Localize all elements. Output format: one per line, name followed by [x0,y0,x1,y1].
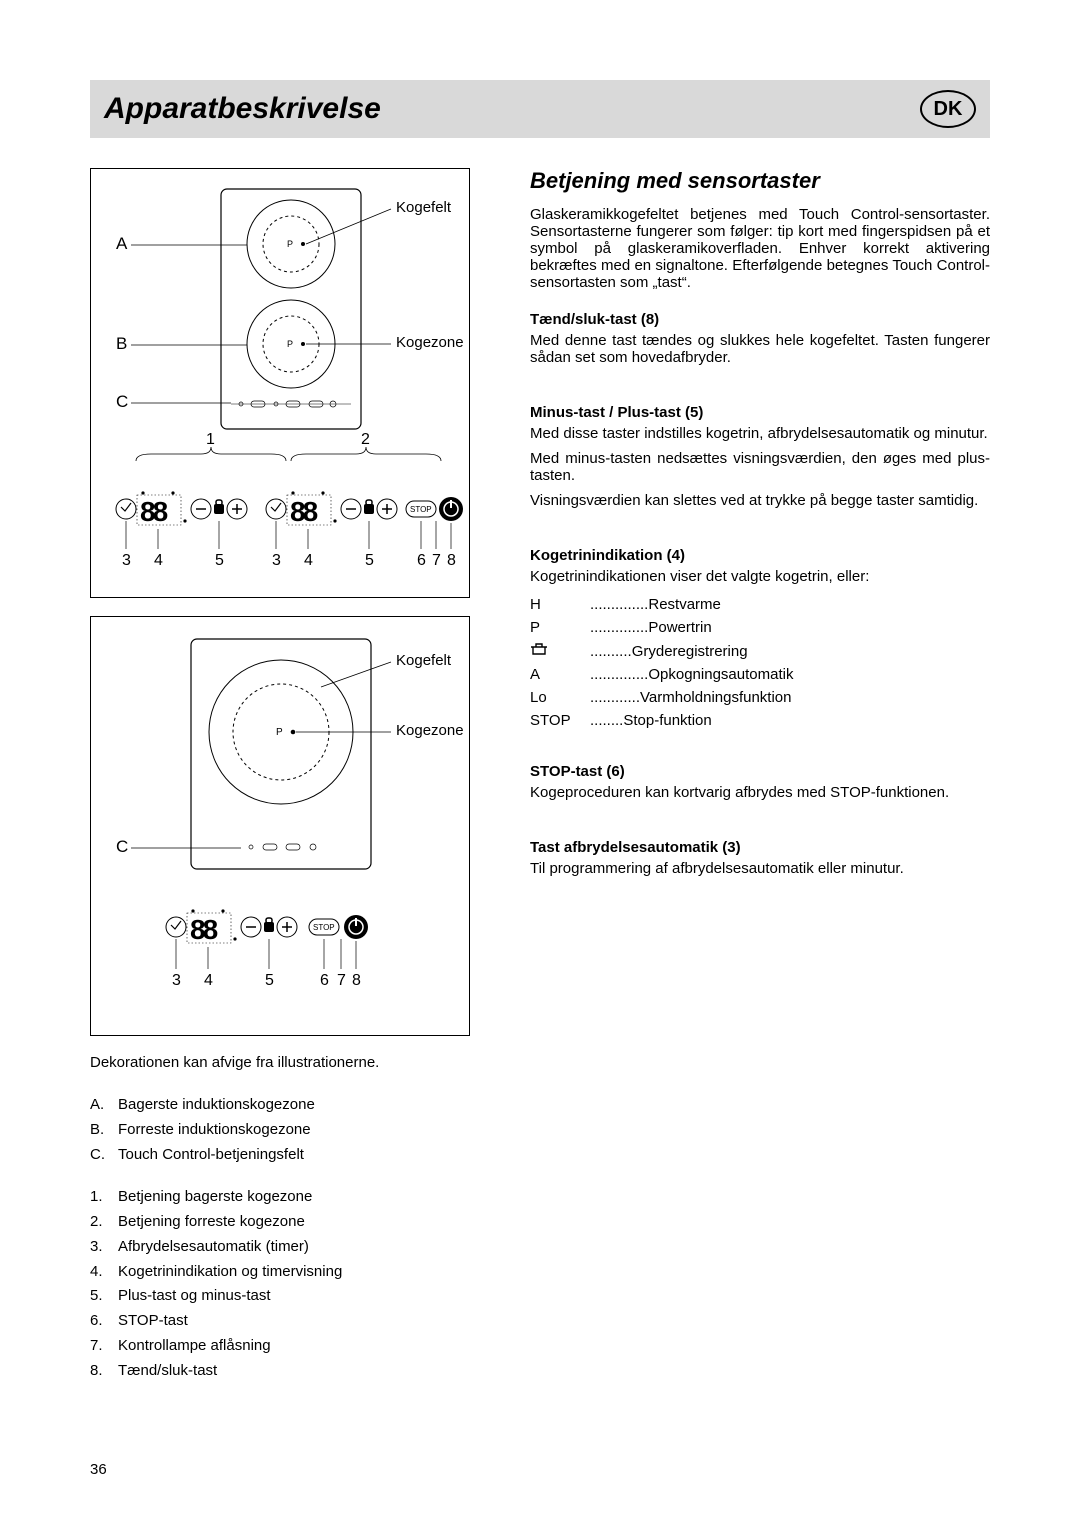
legend-key: 3. [90,1235,118,1260]
legend-key: 1. [90,1185,118,1210]
subsection-text: Kogetrinindikationen viser det valgte ko… [530,568,990,585]
title-bar: Apparatbeskrivelse DK [90,80,990,138]
svg-text:STOP: STOP [313,923,335,932]
legend-label: Kogetrinindikation og timervisning [118,1260,342,1285]
svg-text:2: 2 [361,431,370,448]
svg-text:88: 88 [140,496,168,527]
svg-text:B: B [116,334,127,353]
page-title: Apparatbeskrivelse [104,92,381,126]
legend-key: 2. [90,1210,118,1235]
subsection-text: Med disse taster indstilles kogetrin, af… [530,425,990,442]
legend-label: Betjening bagerste kogezone [118,1185,312,1210]
legend-label: Touch Control-betjeningsfelt [118,1143,304,1168]
svg-text:1: 1 [206,431,215,448]
svg-text:6: 6 [417,552,426,569]
indicator-label: Restvarme [648,593,721,616]
indicator-label: Opkogningsautomatik [648,663,793,686]
right-heading: Betjening med sensortaster [530,168,990,194]
indicator-label: Powertrin [648,616,711,639]
svg-text:6: 6 [320,972,329,989]
legend-label: Afbrydelsesautomatik (timer) [118,1235,309,1260]
indicator-label: Gryderegistrering [632,640,748,663]
svg-text:Kogefelt: Kogefelt [396,199,452,216]
legend-key: B. [90,1118,118,1143]
svg-text:C: C [116,837,128,856]
right-column: Betjening med sensortaster Glaskeramikko… [530,168,990,1383]
subsection-text: Visningsværdien kan slettes ved at trykk… [530,492,990,509]
diagram-2: P C Kogefelt Kogezone [90,616,470,1036]
legend-key: 4. [90,1260,118,1285]
indicator-label: Stop-funktion [623,709,711,732]
indicator-key: Lo [530,686,590,709]
svg-text:7: 7 [337,972,346,989]
p-label: P [287,239,293,249]
subsection-text: Til programmering af afbrydelsesautomati… [530,860,990,877]
svg-text:Kogezone: Kogezone [396,334,464,351]
indicator-key-poticon [530,640,590,663]
indicator-key: H [530,593,590,616]
legend-key: A. [90,1093,118,1118]
svg-text:P: P [287,339,293,349]
subsection-title: Minus-tast / Plus-tast (5) [530,404,990,421]
subsection-text: Kogeproceduren kan kortvarig afbrydes me… [530,784,990,801]
intro-paragraph: Glaskeramikkogefeltet betjenes med Touch… [530,206,990,291]
subsection-title: Tænd/sluk-tast (8) [530,311,990,328]
legend-key: 5. [90,1284,118,1309]
indicator-key: A [530,663,590,686]
legend-label: Plus-tast og minus-tast [118,1284,271,1309]
legend-label: Forreste induktionskogezone [118,1118,311,1143]
svg-text:P: P [276,727,283,738]
diagram-1: P P A B [90,168,470,598]
number-legend: 1.Betjening bagerste kogezone2.Betjening… [90,1185,490,1383]
page-number: 36 [90,1461,107,1478]
diagram-caption: Dekorationen kan afvige fra illustration… [90,1054,490,1071]
svg-text:C: C [116,392,128,411]
legend-label: Tænd/sluk-tast [118,1359,217,1384]
legend-label: Bagerste induktionskogezone [118,1093,315,1118]
label-A: A [116,234,128,253]
indicator-key: P [530,616,590,639]
svg-text:7: 7 [432,552,441,569]
legend-key: C. [90,1143,118,1168]
left-column: P P A B [90,168,490,1383]
svg-text:STOP: STOP [410,505,432,514]
subsection-title: Kogetrinindikation (4) [530,547,990,564]
svg-text:5: 5 [215,552,224,569]
svg-text:3: 3 [122,552,131,569]
legend-key: 7. [90,1334,118,1359]
letter-legend: A.Bagerste induktionskogezoneB.Forreste … [90,1093,490,1167]
svg-text:3: 3 [172,972,181,989]
svg-text:4: 4 [154,552,163,569]
subsection-text: Med denne tast tændes og slukkes hele ko… [530,332,990,366]
svg-text:5: 5 [265,972,274,989]
legend-key: 6. [90,1309,118,1334]
subsection-title: STOP-tast (6) [530,763,990,780]
svg-text:88: 88 [190,914,218,945]
legend-label: STOP-tast [118,1309,188,1334]
svg-text:8: 8 [447,552,456,569]
svg-text:3: 3 [272,552,281,569]
subsection-title: Tast afbrydelsesautomatik (3) [530,839,990,856]
indicator-label: Varmholdningsfunktion [640,686,791,709]
legend-label: Betjening forreste kogezone [118,1210,305,1235]
country-badge: DK [920,90,976,128]
subsection-text: Med minus-tasten nedsættes visningsværdi… [530,450,990,484]
svg-text:88: 88 [290,496,318,527]
svg-text:5: 5 [365,552,374,569]
legend-label: Kontrollampe aflåsning [118,1334,271,1359]
svg-text:8: 8 [352,972,361,989]
indicator-key: STOP [530,709,590,732]
svg-text:Kogefelt: Kogefelt [396,652,452,669]
legend-key: 8. [90,1359,118,1384]
svg-text:Kogezone: Kogezone [396,722,464,739]
svg-text:4: 4 [304,552,313,569]
svg-text:4: 4 [204,972,213,989]
